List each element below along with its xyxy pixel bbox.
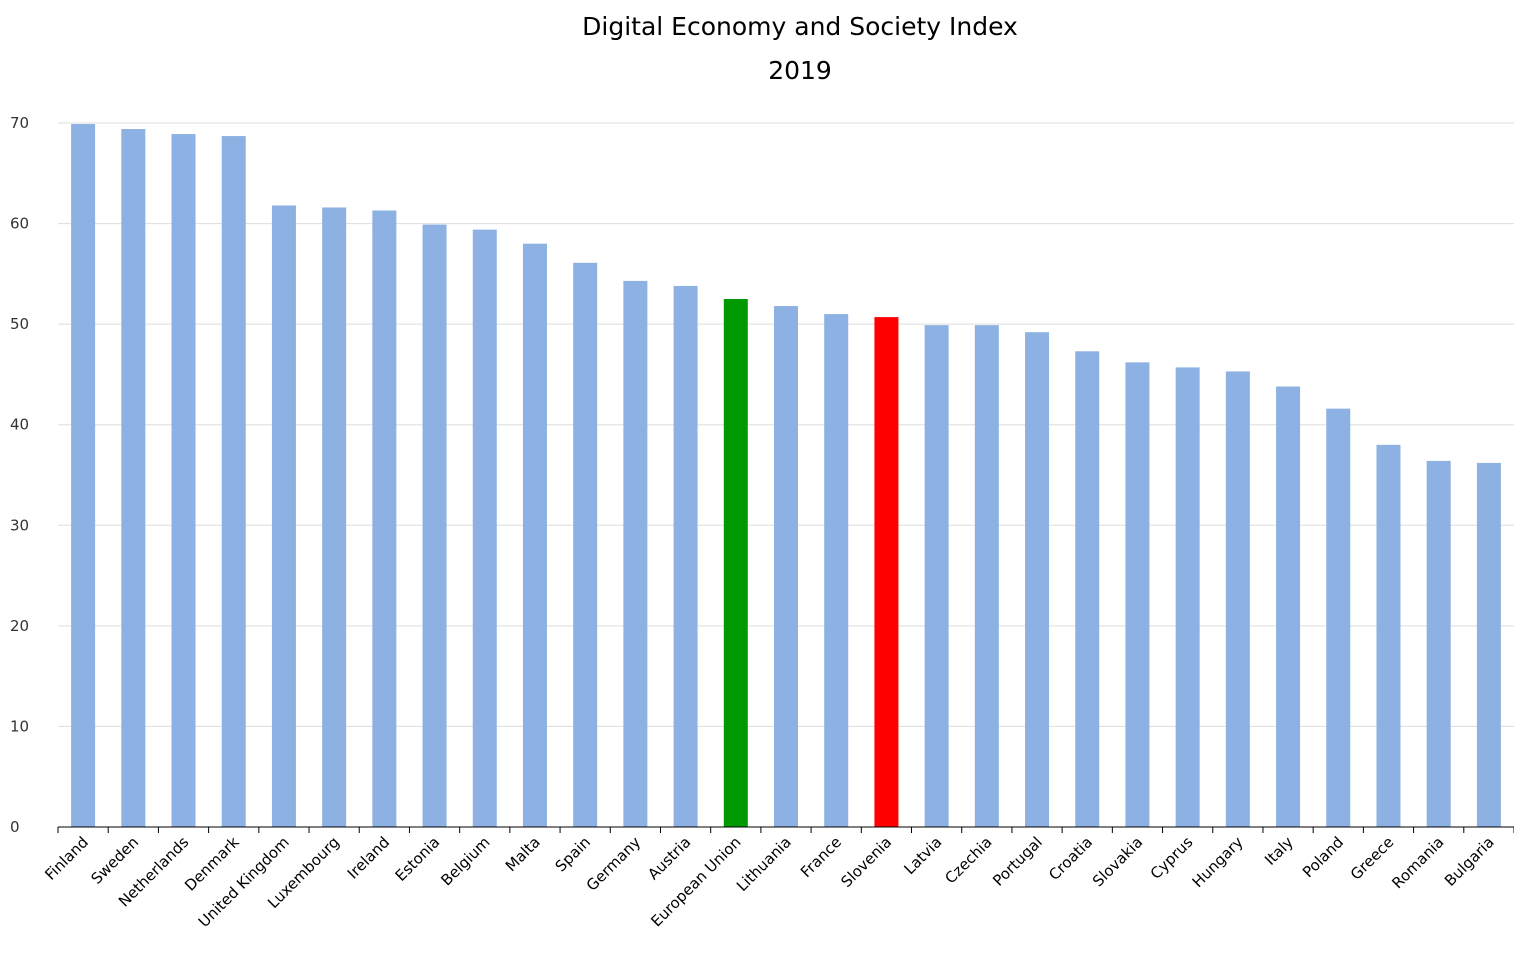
x-tick-label: Greece xyxy=(1347,833,1397,883)
x-tick-label: Latvia xyxy=(900,833,945,878)
x-tick-label: European Union xyxy=(647,833,744,930)
x-tick-label: Lithuania xyxy=(733,833,795,895)
bar-lithuania xyxy=(774,306,798,827)
y-tick-label: 70 xyxy=(10,114,29,132)
x-tick-label: Spain xyxy=(552,833,594,875)
bar-germany xyxy=(623,280,648,827)
x-tick-label: Italy xyxy=(1261,833,1297,869)
y-tick-label: 50 xyxy=(10,315,29,333)
y-tick-label: 40 xyxy=(10,416,29,434)
bar-luxembourg xyxy=(322,207,347,828)
x-tick-label: Cyprus xyxy=(1147,833,1197,883)
x-tick-label: Hungary xyxy=(1189,833,1247,891)
x-tick-label: Belgium xyxy=(437,833,493,889)
bar-slovenia xyxy=(874,317,899,827)
bar-european-union xyxy=(723,299,748,827)
bar-estonia xyxy=(422,224,447,827)
bar-sweden xyxy=(121,129,146,827)
bar-portugal xyxy=(1025,332,1050,827)
bar-netherlands xyxy=(171,134,196,827)
bar-latvia xyxy=(924,325,949,827)
y-tick-label: 30 xyxy=(10,516,29,534)
bar-france xyxy=(824,314,849,828)
bar-united-kingdom xyxy=(271,205,296,827)
x-tick-label: Slovenia xyxy=(837,833,895,891)
bar-greece xyxy=(1376,444,1401,827)
x-tick-label: Portugal xyxy=(989,833,1046,890)
x-tick-label: Croatia xyxy=(1045,833,1096,884)
x-tick-label: Bulgaria xyxy=(1441,833,1498,890)
x-tick-label: Malta xyxy=(502,833,544,875)
bar-denmark xyxy=(221,136,246,827)
bar-finland xyxy=(71,124,96,827)
chart-title: Digital Economy and Society Index xyxy=(582,12,1018,41)
bar-poland xyxy=(1326,408,1351,827)
x-tick-label: Slovakia xyxy=(1089,833,1146,890)
chart-subtitle: 2019 xyxy=(768,56,832,85)
bar-belgium xyxy=(472,229,497,827)
x-tick-label: United Kingdom xyxy=(195,833,293,931)
bar-spain xyxy=(573,262,598,827)
y-tick-label: 10 xyxy=(10,717,29,735)
x-tick-label: Czechia xyxy=(941,833,995,887)
x-tick-label: Austria xyxy=(644,833,694,883)
bar-italy xyxy=(1276,386,1301,827)
bar-ireland xyxy=(372,210,397,828)
x-tick-label: Germany xyxy=(583,833,645,895)
x-tick-label: France xyxy=(797,833,845,881)
bar-bulgaria xyxy=(1476,462,1501,827)
bar-austria xyxy=(673,285,698,827)
x-tick-label: Ireland xyxy=(344,833,393,882)
bar-croatia xyxy=(1075,351,1100,827)
x-tick-label: Estonia xyxy=(392,833,444,885)
bar-romania xyxy=(1426,460,1451,827)
bar-czechia xyxy=(974,325,999,827)
bar-cyprus xyxy=(1175,367,1200,827)
bar-malta xyxy=(522,243,547,827)
y-tick-label: 20 xyxy=(10,617,29,635)
x-tick-label: Finland xyxy=(41,833,92,884)
x-tick-label: Poland xyxy=(1299,833,1347,881)
x-tick-label: Romania xyxy=(1388,833,1447,892)
y-tick-label: 0 xyxy=(10,818,20,836)
bar-slovakia xyxy=(1125,362,1150,827)
bar-hungary xyxy=(1225,371,1250,827)
y-tick-label: 60 xyxy=(10,215,29,233)
